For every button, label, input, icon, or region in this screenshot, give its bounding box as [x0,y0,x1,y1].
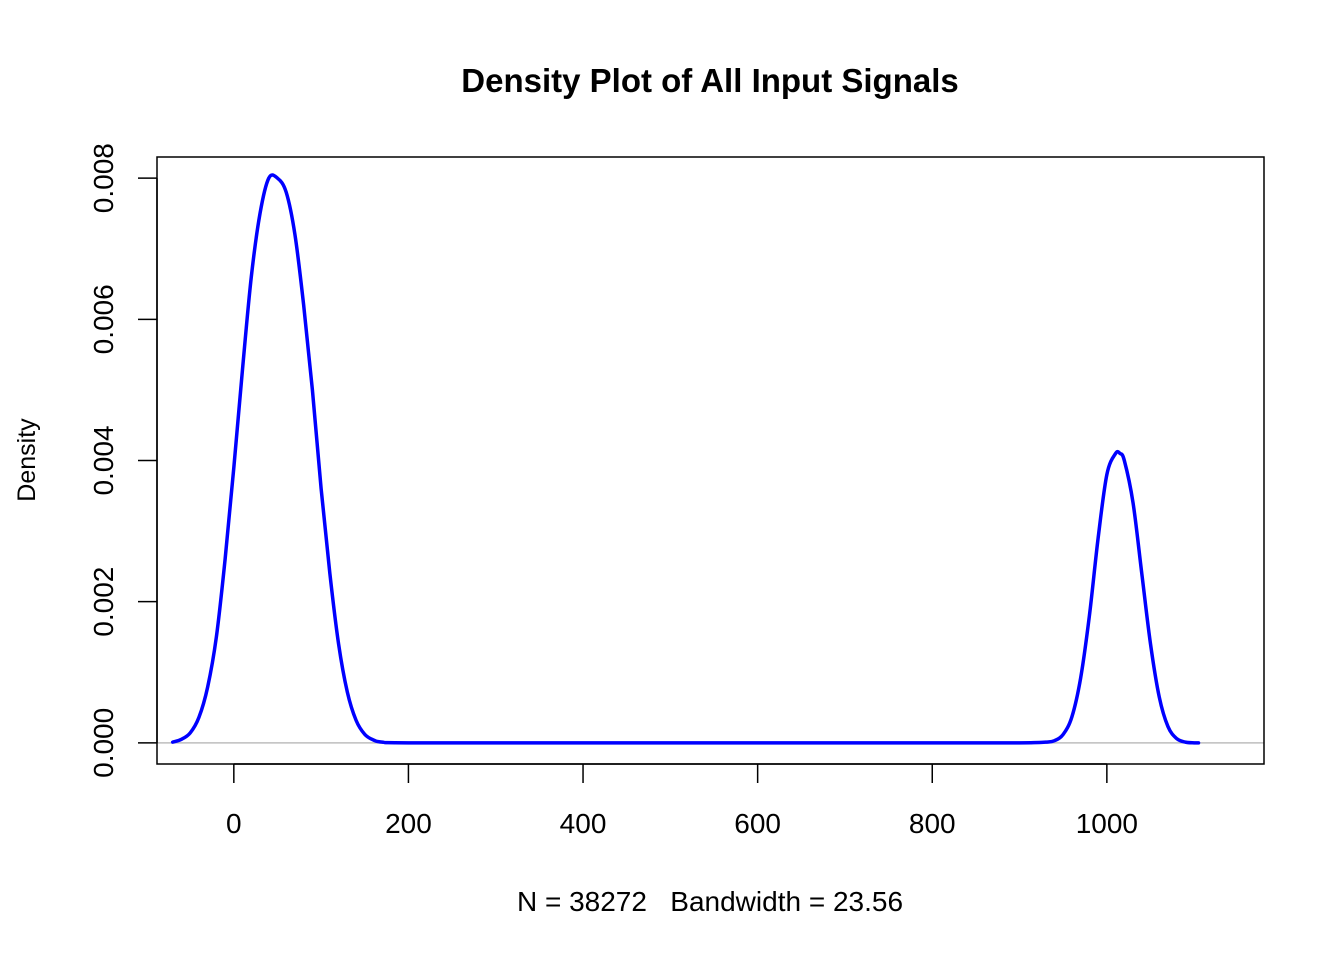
series-group [170,173,1201,745]
y-tick-label: 0.006 [88,284,119,354]
plot-frame [156,156,1265,765]
y-tick-label: 0.008 [88,143,119,213]
x-tick-label: 600 [734,808,781,839]
x-tick-label: 400 [560,808,607,839]
x-tick-label: 800 [909,808,956,839]
y-tick-label: 0.000 [88,708,119,778]
y-axis: 0.000 0.002 0.004 0.006 0.008 [88,143,158,778]
y-tick-label: 0.002 [88,567,119,637]
x-tick-label: 200 [385,808,432,839]
density-line-0 [170,173,1201,745]
chart-title: Density Plot of All Input Signals [461,62,958,99]
x-tick-label: 1000 [1076,808,1138,839]
x-axis: 0 200 400 600 800 1000 [226,763,1138,839]
y-axis-label: Density [13,418,41,502]
x-tick-label: 0 [226,808,242,839]
y-tick-label: 0.004 [88,425,119,495]
x-axis-label: N = 38272 Bandwidth = 23.56 [517,886,903,917]
